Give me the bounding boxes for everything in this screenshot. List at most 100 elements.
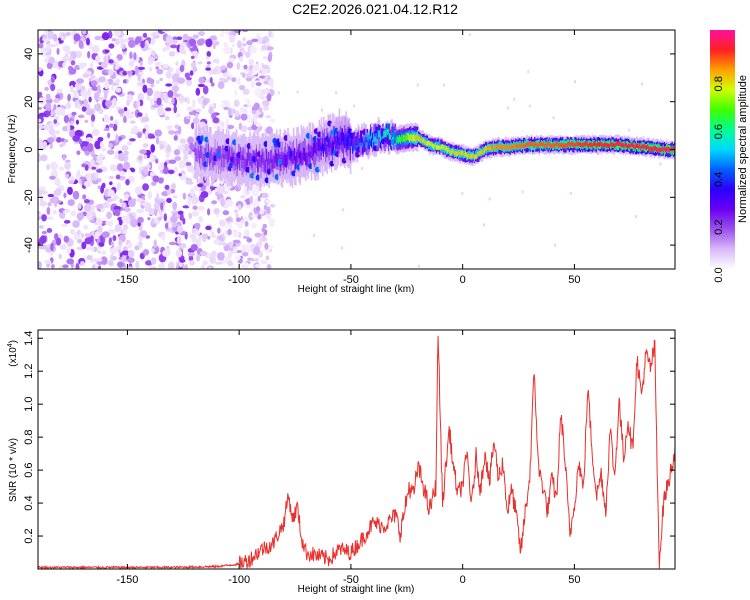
spectrogram-cell xyxy=(195,87,201,96)
spectrogram-cell xyxy=(445,146,448,156)
spectrogram-cell xyxy=(70,210,76,217)
spectrogram-cell xyxy=(175,61,179,66)
spectrogram-cell xyxy=(236,40,242,49)
spectrogram-cell xyxy=(673,148,675,153)
spectrogram-cell xyxy=(179,44,185,54)
spectrogram-cell xyxy=(58,253,63,260)
spectrogram-cell xyxy=(197,83,205,88)
spectrogram-cell xyxy=(100,256,108,266)
spectrogram-cell xyxy=(151,32,159,37)
spectrogram-cell xyxy=(46,62,53,70)
spectrogram-cell xyxy=(287,152,289,166)
spectrogram-cell xyxy=(108,59,114,64)
spectrogram-cell xyxy=(616,141,619,151)
spectrogram-cell xyxy=(356,135,359,156)
spectrogram-cell xyxy=(72,135,81,142)
spectrogram-cell xyxy=(192,66,198,72)
spectrogram-cell xyxy=(223,154,226,168)
spectrogram-cell xyxy=(215,58,220,64)
spectrogram-cell xyxy=(284,141,287,166)
colorbar-tick-label: 0.8 xyxy=(713,76,725,91)
spectrogram-cell xyxy=(48,56,55,64)
spectrogram-cell xyxy=(586,142,589,147)
spectrogram-cell xyxy=(126,141,132,146)
spectrogram-cell xyxy=(228,34,236,43)
spectrogram-cell xyxy=(210,150,212,164)
spectrogram-cell xyxy=(368,131,371,140)
spectrogram-cell xyxy=(584,141,587,146)
spectrogram-cell xyxy=(231,148,233,162)
spectrogram-cell xyxy=(266,264,272,269)
spectrogram-cell xyxy=(265,255,270,261)
spectrogram-cell xyxy=(662,147,665,153)
spectrogram-cell xyxy=(575,141,578,146)
spectrogram-cell xyxy=(182,217,186,225)
spectrogram-cell xyxy=(101,182,106,189)
spectrogram-cell xyxy=(192,99,196,108)
spectrogram-cell xyxy=(510,144,513,150)
spectrogram-cell xyxy=(202,152,204,166)
spectrogram-cell xyxy=(276,153,278,167)
spectrogram-cell xyxy=(297,149,299,163)
spectrogram-cell xyxy=(618,141,620,146)
spectrogram-cell xyxy=(253,116,258,125)
spectrogram-cell xyxy=(206,208,211,216)
snr-x-ticks: -150 -100 -50 0 50 xyxy=(116,330,581,586)
spectrogram-cell xyxy=(191,210,200,217)
spectrogram-cell xyxy=(502,145,505,150)
spectrogram-cell xyxy=(202,85,209,95)
spectrogram-cell xyxy=(225,217,232,222)
spectrogram-cell xyxy=(298,143,300,157)
spectrogram-cell xyxy=(474,154,477,160)
spectrogram-cell xyxy=(44,102,52,110)
spectrogram-cell xyxy=(660,147,663,153)
spectrogram-cell xyxy=(136,208,142,213)
spectrogram-cell xyxy=(38,118,42,123)
spectrogram-cell xyxy=(183,263,189,269)
spectrogram-cell xyxy=(38,212,43,218)
spectrogram-cell xyxy=(81,146,89,152)
spectrogram-cell xyxy=(265,199,272,204)
spectrogram-cell xyxy=(238,122,243,131)
spectrogram-cell xyxy=(211,200,218,205)
spectrogram-cell xyxy=(62,45,71,52)
spectrogram-cell xyxy=(137,66,146,71)
spectrogram-cell xyxy=(549,143,552,148)
spectrogram-cell xyxy=(176,36,183,41)
spectrogram-cell xyxy=(639,144,641,153)
spectrogram-cell xyxy=(373,124,375,145)
spectrogram-cell xyxy=(72,91,80,99)
spectrogram-cell xyxy=(246,152,249,166)
spectrogram-cell xyxy=(250,152,252,166)
spectrogram-cell xyxy=(197,61,203,65)
spectrogram-cell xyxy=(186,97,190,105)
spectrogram-cell xyxy=(548,141,551,147)
spectrogram-cell xyxy=(511,145,514,150)
spectrogram-cell xyxy=(44,86,49,91)
spectrogram-cell xyxy=(145,164,151,169)
spectrogram-cell xyxy=(97,249,101,254)
figure-title: C2E2.2026.021.04.12.R12 xyxy=(292,1,458,17)
spectrogram-cell xyxy=(333,141,335,155)
spectrogram-cell xyxy=(88,96,92,103)
spectrogram-cell xyxy=(197,205,205,211)
spectrogram-cell xyxy=(318,138,321,152)
spectrogram-cell xyxy=(637,143,639,149)
spectrogram-cell xyxy=(612,142,615,148)
spectrogram-cell xyxy=(107,132,111,139)
spectrogram-cell xyxy=(333,125,335,150)
spectrogram-cell xyxy=(70,60,76,66)
spectrogram-cell xyxy=(535,141,537,147)
spectrogram-cell xyxy=(352,137,354,151)
spectrogram-cell xyxy=(107,197,113,203)
spectrogram-cell xyxy=(447,148,449,153)
spectrogram-cell xyxy=(438,145,440,151)
spectrogram-cell xyxy=(213,66,217,75)
spectrogram-cell xyxy=(280,157,283,171)
spectrogram-cell xyxy=(206,56,210,60)
spectrogram-cell xyxy=(84,203,92,212)
spectrogram-cell xyxy=(69,228,75,235)
spectrogram-cell xyxy=(521,142,524,148)
spectrogram-cell xyxy=(239,157,241,171)
colorbar-tick-label: 0.2 xyxy=(713,220,725,235)
